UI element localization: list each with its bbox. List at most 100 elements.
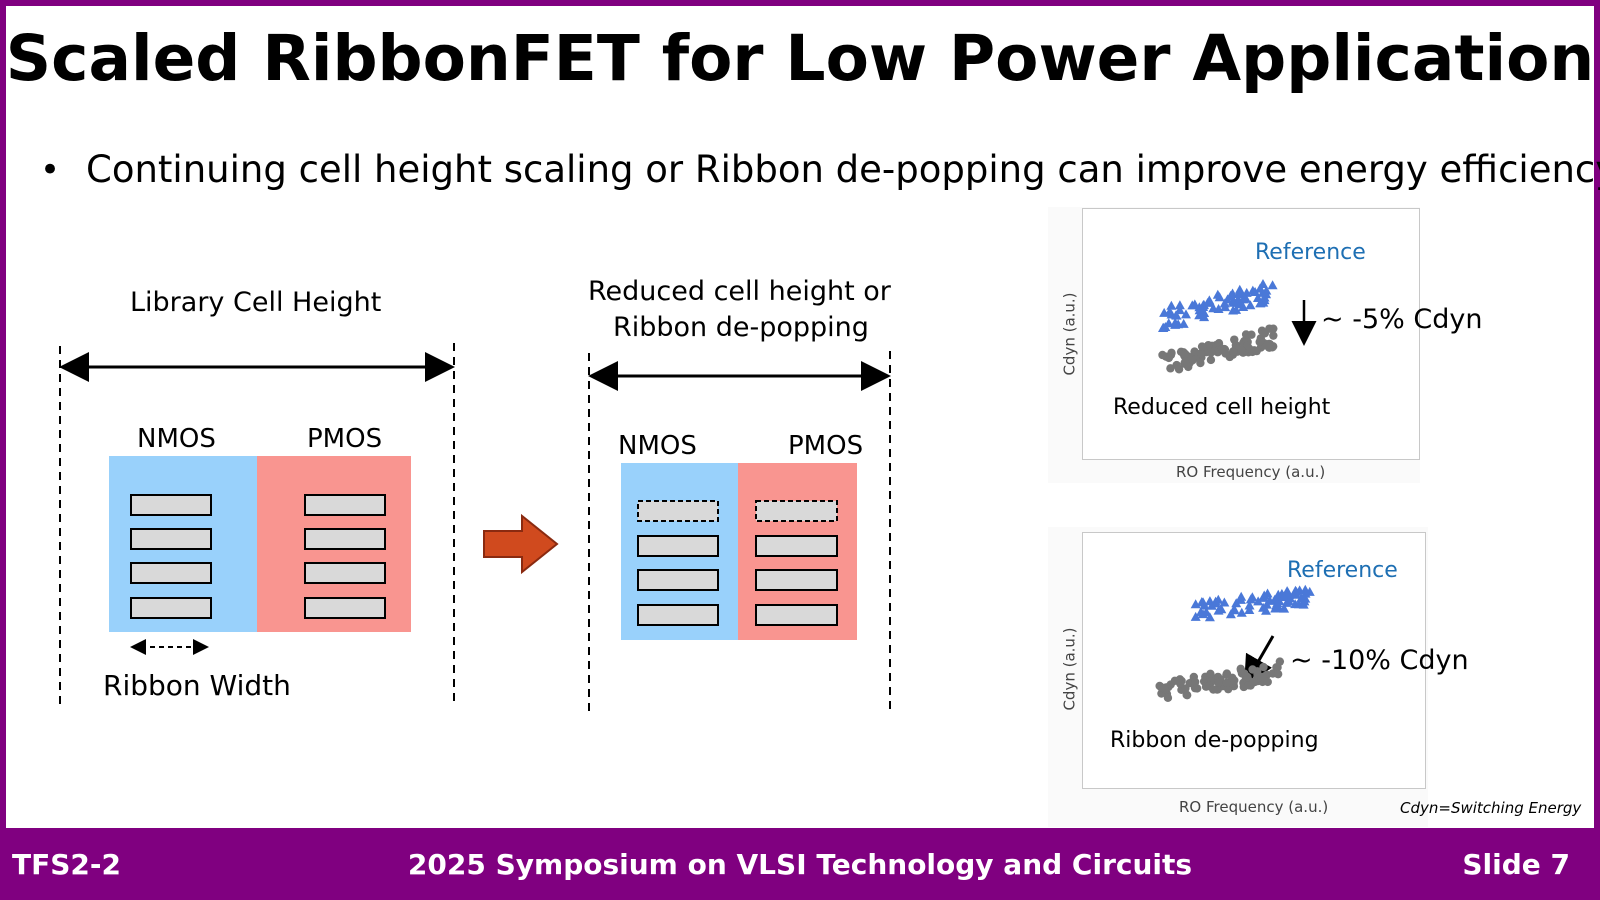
reduced-point (1196, 349, 1206, 358)
reference-point (1190, 611, 1201, 621)
left-pmos-label: PMOS (307, 424, 383, 454)
left-header: Library Cell Height (130, 287, 382, 318)
reference-point (1236, 591, 1247, 601)
reference-point (1225, 290, 1236, 300)
slide-title: Scaled RibbonFET for Low Power Applicati… (5, 22, 1595, 95)
reduced-point (1182, 690, 1192, 700)
reference-point (1278, 592, 1289, 602)
reference-point (1178, 318, 1189, 328)
left-pmos-ribbons (304, 494, 386, 619)
footer-session-id: TFS2-2 (12, 848, 121, 881)
reference-point (1239, 293, 1250, 303)
scatter-points-bottom (1155, 584, 1315, 703)
reduced-point (1196, 358, 1205, 368)
reduced-point (1248, 665, 1257, 674)
reduced-point (1247, 330, 1256, 339)
plot-bottom-annotation: ~ -10% Cdyn (1290, 645, 1469, 676)
reference-point (1255, 298, 1266, 308)
reduced-point (1214, 678, 1223, 687)
reduced-point (1206, 348, 1216, 357)
reference-point (1213, 605, 1224, 615)
reference-point (1174, 305, 1185, 315)
reduced-point (1243, 672, 1252, 682)
reduced-point (1166, 364, 1175, 373)
reference-point (1190, 599, 1201, 609)
left-nmos-ribbons (130, 494, 212, 619)
plot-reduced-cell-height (1048, 207, 1420, 483)
right-header-line1: Reduced cell height or (588, 276, 891, 307)
plot-top-xlabel: RO Frequency (a.u.) (1176, 463, 1326, 481)
reduced-point (1180, 349, 1190, 359)
reference-point (1261, 605, 1272, 615)
reduced-point (1157, 683, 1167, 692)
reference-point (1233, 289, 1244, 299)
right-header-line2: Ribbon de-popping (613, 312, 869, 343)
scatter-points-top (1158, 278, 1317, 374)
transition-arrow (483, 513, 559, 575)
reference-point (1206, 600, 1217, 610)
plot-bottom-reference-label: Reference (1287, 558, 1398, 583)
reduced-point (1204, 341, 1213, 350)
reference-point (1231, 598, 1242, 608)
reference-point (1304, 586, 1315, 596)
reduced-point (1188, 356, 1197, 365)
reduced-point (1209, 685, 1218, 694)
reference-point (1228, 605, 1239, 615)
reference-point (1208, 303, 1219, 313)
footer-conference: 2025 Symposium on VLSI Technology and Ci… (407, 848, 1193, 881)
reference-point (1166, 300, 1177, 310)
footer-bar: TFS2-2 2025 Symposium on VLSI Technology… (0, 828, 1600, 900)
reference-point (1212, 289, 1223, 299)
reduced-point (1174, 365, 1184, 374)
reduced-point (1273, 663, 1282, 672)
reference-point (1187, 300, 1198, 310)
right-pmos-ribbons (755, 500, 838, 626)
reduced-point (1228, 347, 1238, 356)
reference-point (1247, 592, 1258, 602)
reduced-point (1158, 350, 1167, 360)
reduced-point (1222, 678, 1232, 688)
reference-point (1267, 280, 1278, 290)
plot-bottom-label: Ribbon de-popping (1110, 728, 1319, 753)
plot-top-ylabel: Cdyn (a.u.) (1060, 292, 1079, 376)
reduced-point (1248, 678, 1258, 687)
reference-point (1163, 318, 1174, 328)
reduced-point (1217, 344, 1227, 354)
reference-point (1282, 586, 1293, 596)
reference-point (1279, 603, 1290, 613)
reduced-point (1197, 342, 1207, 351)
reduced-point (1236, 664, 1245, 674)
left-nmos-label: NMOS (137, 424, 216, 454)
reduced-point (1190, 347, 1199, 356)
reference-point (1204, 612, 1215, 622)
reduced-point (1255, 337, 1264, 347)
reference-point (1264, 595, 1275, 605)
reference-point (1259, 590, 1270, 600)
reference-point (1253, 596, 1264, 606)
reference-point (1174, 300, 1185, 310)
reduced-point (1228, 673, 1237, 683)
reduced-point (1190, 677, 1200, 687)
reference-point (1244, 600, 1255, 610)
reduced-point (1269, 331, 1278, 340)
reference-point (1202, 297, 1213, 307)
plot-top-annotation: ~ -5% Cdyn (1321, 304, 1483, 335)
reduced-point (1252, 346, 1261, 356)
reference-point (1245, 300, 1256, 310)
plot-top-reference-label: Reference (1255, 240, 1366, 265)
reference-point (1255, 283, 1266, 293)
reference-point (1219, 597, 1230, 607)
footer-slide-number: Slide 7 (1462, 848, 1570, 881)
reduced-point (1164, 353, 1174, 363)
reference-point (1199, 312, 1210, 322)
cdyn-definition-note: Cdyn=Switching Energy (1400, 799, 1582, 817)
right-nmos-ribbons (637, 500, 719, 626)
reference-point (1220, 302, 1231, 312)
reference-point (1244, 604, 1255, 614)
reduced-point (1184, 362, 1193, 372)
ribbon-width-label: Ribbon Width (103, 669, 291, 702)
reference-point (1227, 296, 1238, 306)
reference-point (1290, 599, 1301, 609)
reduced-point (1206, 669, 1215, 679)
bullet-text: Continuing cell height scaling or Ribbon… (86, 148, 1600, 191)
